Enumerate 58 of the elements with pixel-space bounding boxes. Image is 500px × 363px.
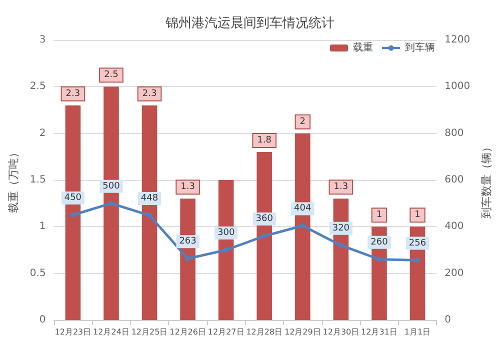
data-label: 263 (179, 236, 196, 247)
x-tick-label: 12月23日 (54, 328, 92, 336)
point (108, 200, 114, 206)
y-tick-label: 1.5 (30, 174, 46, 186)
legend-label: 载重 (353, 42, 373, 54)
x-tick-label: 12月24日 (93, 328, 130, 336)
y2-tick-label: 1200 (444, 34, 470, 46)
data-label: 2.3 (66, 88, 80, 99)
data-label: 1.3 (334, 182, 348, 192)
data-label: 260 (370, 237, 388, 248)
x-tick-label: 12月25日 (131, 328, 168, 336)
y2-axis-title: 到车数量（辆） (480, 142, 493, 218)
data-label: 320 (332, 223, 350, 234)
chart-title: 锦州港汽运晨间到车情况统计 (164, 16, 334, 31)
x-tick-label: 1月1日 (404, 328, 431, 336)
data-label: 1.8 (257, 136, 272, 146)
data-label: 1.3 (180, 182, 195, 192)
y-tick-label: 1 (39, 221, 46, 232)
x-tick-label: 12月26日 (170, 328, 206, 336)
x-tick-label: 12月27日 (208, 328, 244, 336)
x-tick-label: 12月28日 (246, 328, 283, 336)
point (300, 223, 306, 228)
y-tick-label: 2.5 (30, 81, 46, 92)
point (185, 256, 190, 262)
point (147, 212, 152, 218)
y-tick-label: 3 (39, 34, 46, 46)
point (70, 212, 76, 218)
y2-tick-label: 800 (444, 128, 464, 139)
y-tick-label: 0.5 (30, 268, 46, 279)
x-tick-label: 12月31日 (361, 328, 398, 336)
x-tick-label: 12月29日 (284, 328, 321, 336)
data-label: 300 (217, 228, 235, 238)
data-label: 2.5 (104, 70, 118, 80)
x-tick-label: 12月30日 (322, 328, 360, 336)
data-label: 2 (300, 116, 306, 127)
data-label: 2.3 (142, 88, 157, 99)
legend-label: 到车辆 (405, 42, 435, 54)
data-label: 360 (256, 214, 274, 224)
data-label: 500 (102, 181, 120, 192)
data-label: 256 (408, 238, 426, 248)
y2-tick-label: 1000 (444, 81, 470, 92)
data-label: 448 (140, 193, 158, 204)
y-tick-label: 0 (39, 314, 46, 326)
point (224, 248, 229, 252)
data-label: 404 (294, 204, 312, 214)
point (376, 256, 382, 262)
y-tick-label: 2 (39, 128, 46, 139)
point (338, 242, 344, 248)
y2-tick-label: 0 (444, 314, 452, 326)
y2-tick-label: 600 (444, 174, 464, 186)
point (415, 258, 420, 263)
data-label: 1 (414, 210, 420, 220)
data-label: 1 (376, 210, 382, 220)
point (262, 234, 267, 238)
y2-tick-label: 400 (444, 221, 464, 232)
data-label: 450 (64, 193, 82, 203)
y-axis-title: 载重（万吨） (7, 147, 20, 213)
y2-tick-label: 200 (444, 268, 464, 279)
